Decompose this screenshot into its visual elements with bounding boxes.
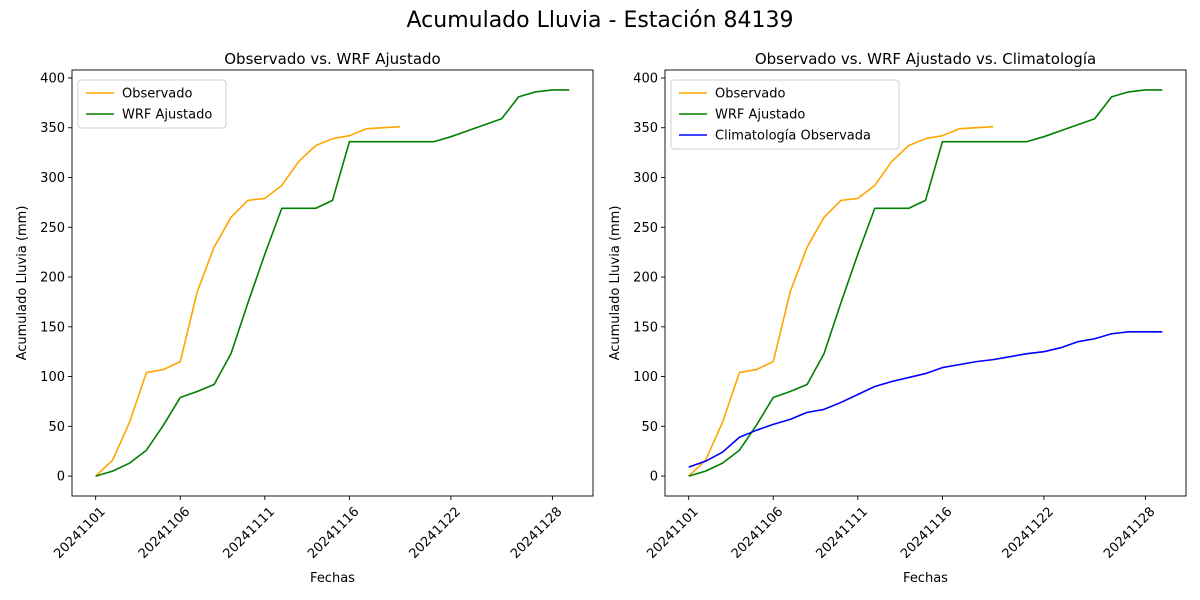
- y-tick-label: 200: [40, 271, 65, 286]
- y-tick-label: 0: [57, 470, 65, 485]
- x-tick-label: 20241122: [407, 504, 464, 561]
- series-line-wrf-ajustado: [688, 89, 1163, 477]
- y-tick-label: 100: [633, 370, 658, 385]
- y-tick-label: 300: [40, 171, 65, 186]
- y-axis-label: Acumulado Lluvia (mm): [608, 206, 623, 361]
- x-axis-label: Fechas: [310, 571, 355, 586]
- x-tick-label: 20241122: [1000, 504, 1057, 561]
- x-tick-label: 20241128: [1101, 504, 1158, 561]
- x-tick-label: 20241111: [813, 504, 870, 561]
- legend: Observado WRF Ajustado Climatología Observ…: [670, 79, 900, 150]
- chart-title: Observado vs. WRF Ajustado: [224, 50, 440, 68]
- chart-panel-2: Observado vs. WRF Ajustado vs. Climatolo…: [608, 50, 1187, 586]
- legend-box: [77, 79, 227, 129]
- plot-frame: [71, 69, 594, 497]
- x-tick-label: 20241101: [644, 504, 701, 561]
- y-tick-label: 400: [633, 71, 658, 86]
- x-tick-label: 20241101: [51, 504, 108, 561]
- y-tick-label: 150: [633, 320, 658, 335]
- y-tick-label: 350: [40, 121, 65, 136]
- series-line-wrf-ajustado: [95, 89, 570, 477]
- y-tick-label: 300: [633, 171, 658, 186]
- y-tick-label: 400: [40, 71, 65, 86]
- legend-label: Climatología Observada: [715, 129, 871, 144]
- y-tick-label: 250: [633, 221, 658, 236]
- chart-title: Observado vs. WRF Ajustado vs. Climatolo…: [755, 50, 1096, 68]
- y-tick-label: 150: [40, 320, 65, 335]
- legend-label: Observado: [122, 87, 193, 102]
- x-tick-label: 20241106: [729, 504, 786, 561]
- series-line-climatología-observada: [688, 330, 1163, 468]
- y-tick-label: 200: [633, 271, 658, 286]
- y-tick-label: 350: [633, 121, 658, 136]
- legend-label: Observado: [715, 87, 786, 102]
- series-line-observado: [95, 125, 401, 477]
- x-tick-label: 20241111: [220, 504, 277, 561]
- plot-frame: [664, 69, 1187, 497]
- y-tick-label: 100: [40, 370, 65, 385]
- x-tick-label: 20241106: [136, 504, 193, 561]
- legend-box: [670, 79, 900, 150]
- legend-label: WRF Ajustado: [715, 108, 805, 123]
- x-tick-label: 20241116: [898, 504, 955, 561]
- y-axis-label: Acumulado Lluvia (mm): [15, 206, 30, 361]
- y-tick-label: 250: [40, 221, 65, 236]
- legend-label: WRF Ajustado: [122, 108, 212, 123]
- y-tick-label: 50: [48, 420, 65, 435]
- legend: Observado WRF Ajustado: [77, 79, 227, 129]
- x-tick-label: 20241116: [305, 504, 362, 561]
- series-line-observado: [688, 125, 994, 477]
- y-tick-label: 0: [650, 470, 658, 485]
- y-tick-label: 50: [641, 420, 658, 435]
- x-axis-label: Fechas: [903, 571, 948, 586]
- x-tick-label: 20241128: [508, 504, 565, 561]
- figure-title: Acumulado Lluvia - Estación 84139: [406, 8, 794, 33]
- chart-panel-1: Observado vs. WRF Ajustado 0 50 100 150 200 25…: [15, 50, 594, 586]
